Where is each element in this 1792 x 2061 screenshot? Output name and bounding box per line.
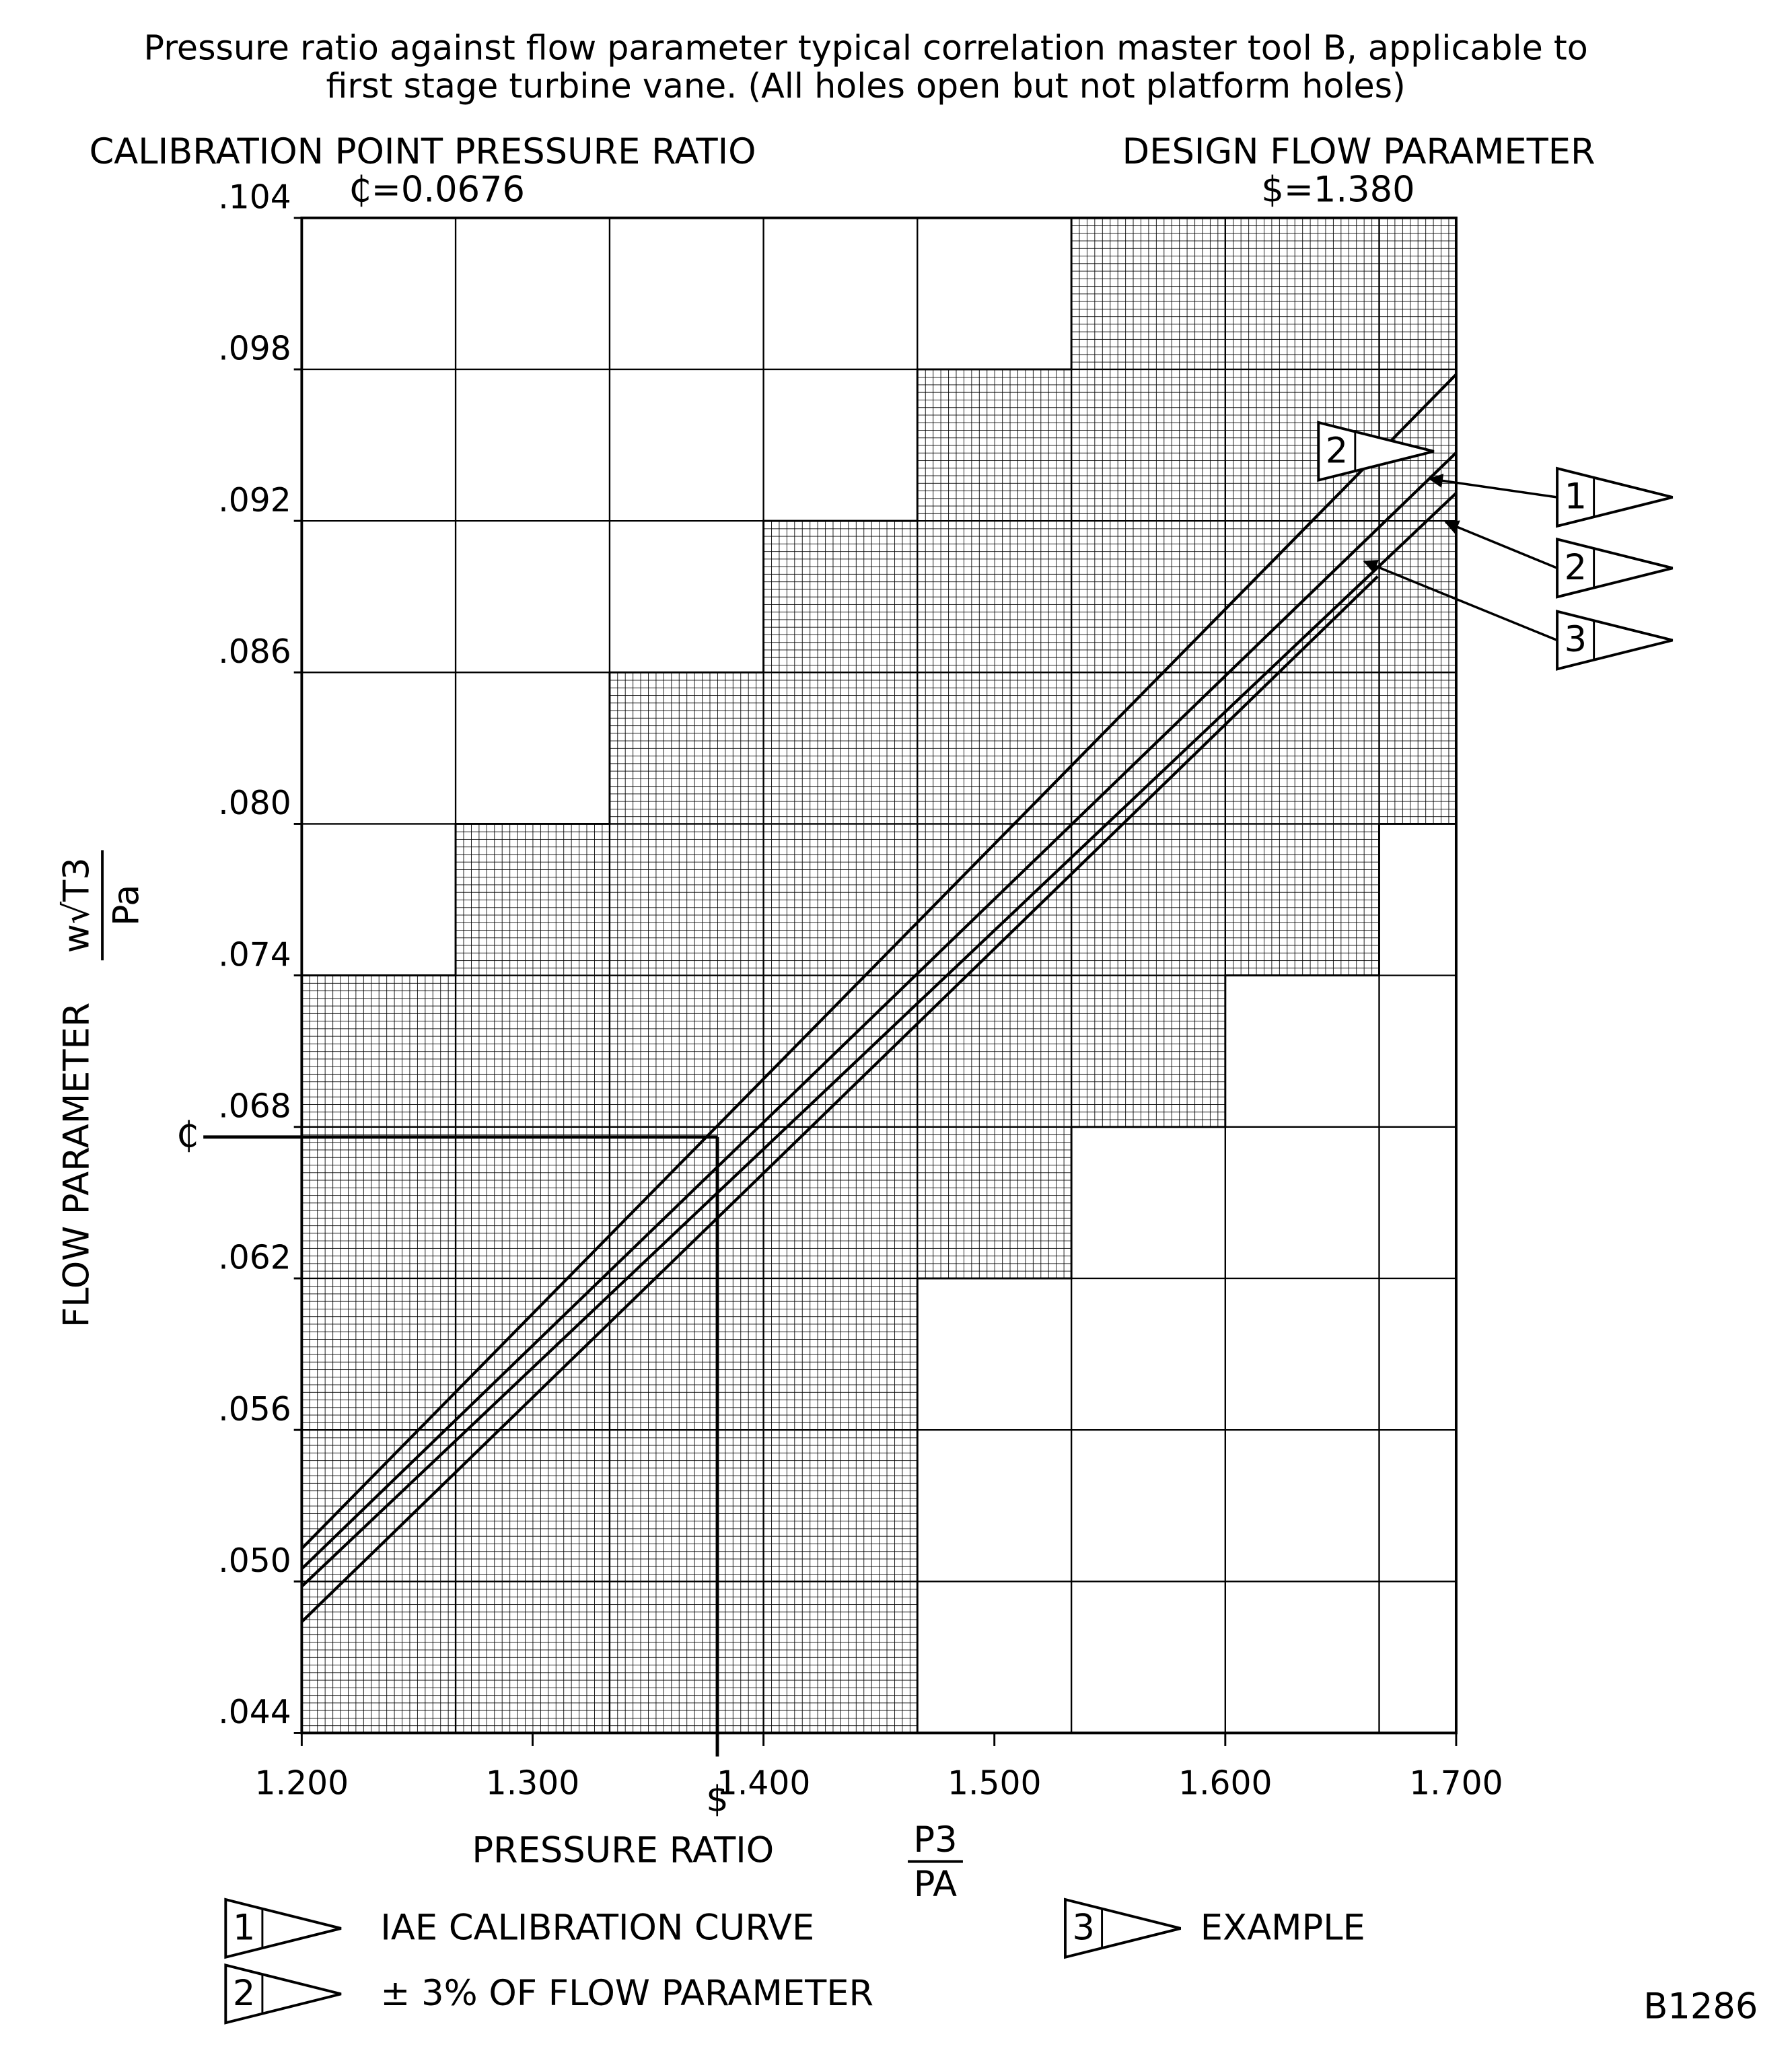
series-line [300, 373, 1458, 1550]
right-header: DESIGN FLOW PARAMETER [1122, 131, 1596, 172]
y-tick-label: .044 [218, 1694, 291, 1731]
x-tick-label: 1.200 [255, 1764, 349, 1802]
callout-flag-label: 2 [1565, 547, 1587, 588]
y-axis-label: FLOW PARAMETER [57, 1003, 98, 1328]
design-marker: $ [706, 1778, 728, 1819]
calibration-marker: ₵ [176, 1114, 199, 1155]
callout-flag-box [1317, 421, 1357, 482]
y-tick-label: .062 [218, 1239, 291, 1277]
design-label: $=1.380 [1261, 169, 1414, 210]
y-tick-label: .074 [218, 936, 291, 974]
x-tick-label: 1.500 [947, 1764, 1041, 1802]
title-line: first stage turbine vane. (All holes ope… [326, 66, 1405, 106]
title-line: Pressure ratio against flow parameter ty… [144, 28, 1588, 67]
legend-label: ± 3% OF FLOW PARAMETER [380, 1973, 873, 2014]
legend-flag-label: 1 [233, 1908, 255, 1949]
x-label-numerator: P3 [913, 1819, 957, 1860]
x-axis-label: PRESSURE RATIO [472, 1830, 774, 1871]
legend-flag-box [1064, 1898, 1104, 1959]
legend-flag-label: 2 [233, 1973, 255, 2014]
y-label-denominator: Pa [106, 885, 147, 927]
x-tick-label: 1.600 [1178, 1764, 1272, 1802]
left-header: CALIBRATION POINT PRESSURE RATIO [89, 131, 756, 172]
y-tick-label: .104 [218, 178, 291, 216]
callout-flag-label: 3 [1565, 619, 1587, 660]
legend-flag-label: 3 [1073, 1908, 1095, 1949]
x-tick-label: 1.300 [486, 1764, 579, 1802]
legend-label: EXAMPLE [1200, 1908, 1365, 1949]
callout-flag-box [1556, 538, 1596, 599]
series-line [300, 451, 1458, 1570]
legend-label: IAE CALIBRATION CURVE [380, 1908, 814, 1949]
callout-arrow [1444, 520, 1558, 569]
y-tick-label: .050 [218, 1542, 291, 1580]
callout-flag-box [1556, 467, 1596, 528]
x-label-denominator: PA [914, 1864, 957, 1905]
series-line [300, 492, 1458, 1588]
calibration-label: ₵=0.0676 [349, 169, 525, 210]
figure-id: B1286 [1643, 1986, 1758, 2027]
callout-flag-label: 1 [1565, 476, 1587, 517]
legend-flag-box [224, 1963, 264, 2025]
y-tick-label: .056 [218, 1391, 291, 1429]
y-tick-label: .080 [218, 785, 291, 822]
callout-arrow [1428, 474, 1558, 499]
y-tick-label: .098 [218, 330, 291, 368]
y-tick-label: .086 [218, 633, 291, 671]
callout-arrow [1363, 559, 1558, 642]
y-tick-label: .092 [218, 482, 291, 519]
callout-flag-box [1556, 610, 1596, 671]
y-tick-label: .068 [218, 1087, 291, 1125]
x-tick-label: 1.700 [1409, 1764, 1503, 1802]
legend-flag-box [224, 1898, 264, 1959]
plot-content: .044 .050 .056 .062 .068 .074 .080 .086 .092 .098… [176, 178, 1674, 2025]
title: Pressure ratio against flow parameter ty… [144, 28, 1588, 106]
x-tick-label: 1.400 [717, 1764, 810, 1802]
y-label-numerator: w√T3 [57, 857, 98, 953]
callout-flag-label: 2 [1326, 430, 1348, 471]
series-line [300, 575, 1379, 1623]
